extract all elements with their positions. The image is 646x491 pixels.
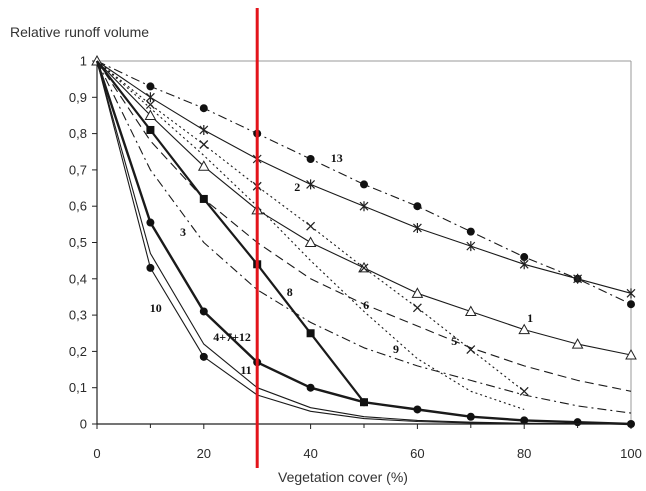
data-point-8	[306, 329, 315, 338]
x-axis-title: Vegetation cover (%)	[278, 469, 408, 485]
data-point-13	[413, 202, 422, 211]
data-point-1	[518, 323, 531, 335]
data-point-2	[199, 124, 209, 135]
y-tick-label: 0,8	[69, 126, 87, 141]
series-line-11	[96, 60, 632, 425]
data-point-1	[625, 349, 637, 360]
data-point-13	[306, 155, 315, 164]
y-tick-label: 0,3	[69, 308, 87, 323]
data-point-5	[306, 221, 316, 231]
series-line-9	[96, 60, 525, 411]
data-point-2	[306, 179, 316, 190]
x-tick-label: 100	[620, 446, 642, 461]
series-label-4-7-12: 4+7+12	[213, 330, 251, 344]
data-point-13	[627, 300, 635, 309]
y-tick-label: 0,1	[69, 380, 87, 395]
data-point-1	[411, 287, 424, 298]
series-label-2: 2	[294, 180, 300, 194]
data-point-4-7-12	[146, 218, 155, 227]
y-tick-label: 1	[80, 54, 87, 69]
data-point-1	[197, 160, 210, 171]
x-tick-label: 0	[93, 446, 100, 461]
data-point-4-7-12	[199, 307, 208, 316]
data-point-2	[466, 241, 476, 252]
x-tick-label: 20	[197, 446, 211, 461]
y-tick-label: 0,5	[69, 235, 87, 250]
data-point-5	[145, 100, 155, 110]
data-point-5	[199, 140, 209, 149]
data-point-2	[519, 259, 529, 270]
data-point-4-7-12	[360, 398, 368, 407]
x-tick-label: 40	[303, 446, 317, 461]
series-label-8: 8	[287, 285, 293, 299]
data-point-1	[144, 109, 157, 120]
data-point-5	[412, 303, 422, 313]
data-point-4-7-12	[306, 383, 315, 392]
data-point-4-7-12	[466, 412, 475, 421]
series-line-2	[96, 60, 632, 294]
series-line-6	[96, 60, 632, 392]
data-point-10	[146, 263, 155, 272]
data-point-4-7-12	[520, 416, 529, 425]
y-tick-label: 0,4	[69, 271, 87, 286]
data-point-13	[199, 104, 208, 113]
data-point-8	[146, 125, 155, 134]
data-point-4-7-12	[413, 405, 422, 414]
series-line-4-7-12	[95, 60, 632, 426]
data-point-10	[199, 352, 208, 361]
data-point-4-7-12	[573, 418, 582, 427]
data-point-1	[304, 236, 317, 247]
data-point-2	[626, 288, 636, 299]
series-line-3	[96, 60, 632, 414]
series-label-9: 9	[393, 342, 399, 356]
y-tick-label: 0	[80, 417, 87, 432]
series-line-8	[96, 60, 365, 403]
data-point-13	[520, 253, 529, 262]
data-point-2	[145, 92, 155, 103]
series-label-6: 6	[363, 298, 369, 312]
x-tick-label: 60	[410, 446, 424, 461]
series-label-1: 1	[527, 311, 533, 325]
series-line-10	[96, 60, 631, 425]
data-point-13	[466, 227, 475, 236]
series-line-13	[96, 60, 632, 305]
series-label-10: 10	[150, 301, 162, 315]
x-tick-label: 80	[517, 446, 531, 461]
series-label-13: 13	[331, 151, 343, 165]
data-point-13	[360, 180, 368, 189]
data-point-5	[519, 386, 529, 396]
data-point-2	[359, 201, 369, 212]
data-point-2	[412, 222, 422, 233]
data-point-8	[199, 194, 208, 203]
y-tick-label: 0,7	[69, 162, 87, 177]
data-point-5	[359, 263, 369, 273]
data-point-1	[571, 338, 584, 349]
series-label-3: 3	[180, 225, 186, 239]
series-label-11: 11	[240, 363, 251, 377]
y-tick-label: 0,2	[69, 344, 87, 359]
y-tick-label: 0,9	[69, 90, 87, 105]
data-point-13	[146, 82, 155, 91]
data-point-2	[573, 273, 583, 284]
y-tick-label: 0,6	[69, 199, 87, 214]
data-point-1	[464, 305, 477, 316]
y-axis-title: Relative runoff volume	[10, 24, 150, 40]
